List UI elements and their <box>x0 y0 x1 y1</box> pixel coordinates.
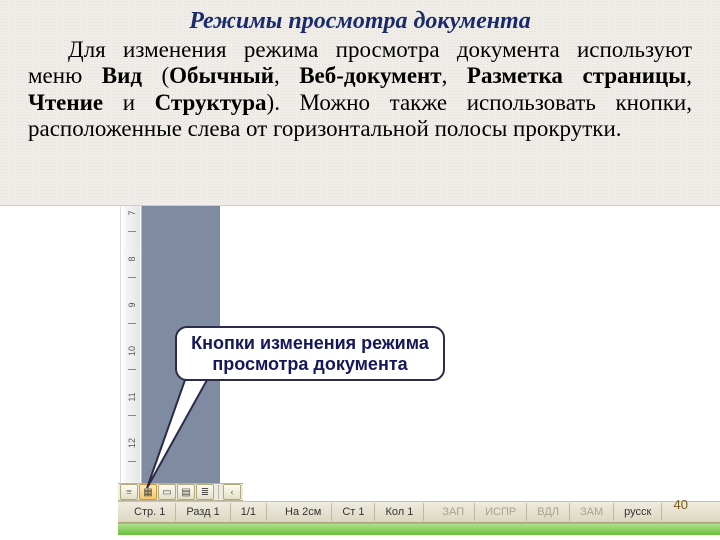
status-col: Кол 1 <box>375 503 424 521</box>
explanation-text: Режимы просмотра документа Для изменения… <box>0 0 720 149</box>
status-bar: Стр. 1 Разд 1 1/1 На 2см Ст 1 Кол 1 ЗАП … <box>118 501 720 523</box>
status-line: Ст 1 <box>332 503 375 521</box>
status-trk: ИСПР <box>475 503 527 521</box>
lines-icon: ≡ <box>126 487 132 498</box>
normal-view-button[interactable]: ≡ <box>120 484 138 500</box>
status-lang: русск <box>614 503 662 521</box>
callout-text-2: просмотра документа <box>212 354 407 374</box>
slide-number: 40 <box>674 497 688 512</box>
chevron-left-icon: ‹ <box>230 487 233 498</box>
vertical-ruler: 789101112 <box>120 206 142 483</box>
slide-title: Режимы просмотра документа <box>28 8 692 35</box>
ruler-number: 10 <box>127 340 137 362</box>
scroll-left-button[interactable]: ‹ <box>223 484 241 500</box>
slide-paragraph: Для изменения режима просмотра документа… <box>28 37 692 143</box>
ruler-number: 9 <box>127 294 137 316</box>
status-pages: 1/1 <box>231 503 267 521</box>
callout-tail <box>145 374 225 494</box>
status-section: Разд 1 <box>176 503 230 521</box>
status-at: На 2см <box>275 503 332 521</box>
ruler-number: 8 <box>127 248 137 270</box>
ruler-number: 11 <box>127 386 137 408</box>
status-rec: ЗАП <box>432 503 475 521</box>
word-screenshot: 7 8 9 10 11 12 Кнопки изменения режима просмо… <box>0 205 720 540</box>
ruler-number: 7 <box>127 202 137 224</box>
taskbar-fragment <box>118 523 720 535</box>
status-ovr: ЗАМ <box>570 503 614 521</box>
status-page: Стр. 1 <box>124 503 176 521</box>
ruler-number: 12 <box>127 432 137 454</box>
status-ext: ВДЛ <box>527 503 570 521</box>
callout-bubble: Кнопки изменения режима просмотра докуме… <box>175 326 445 381</box>
callout-text-1: Кнопки изменения режима <box>191 333 429 353</box>
